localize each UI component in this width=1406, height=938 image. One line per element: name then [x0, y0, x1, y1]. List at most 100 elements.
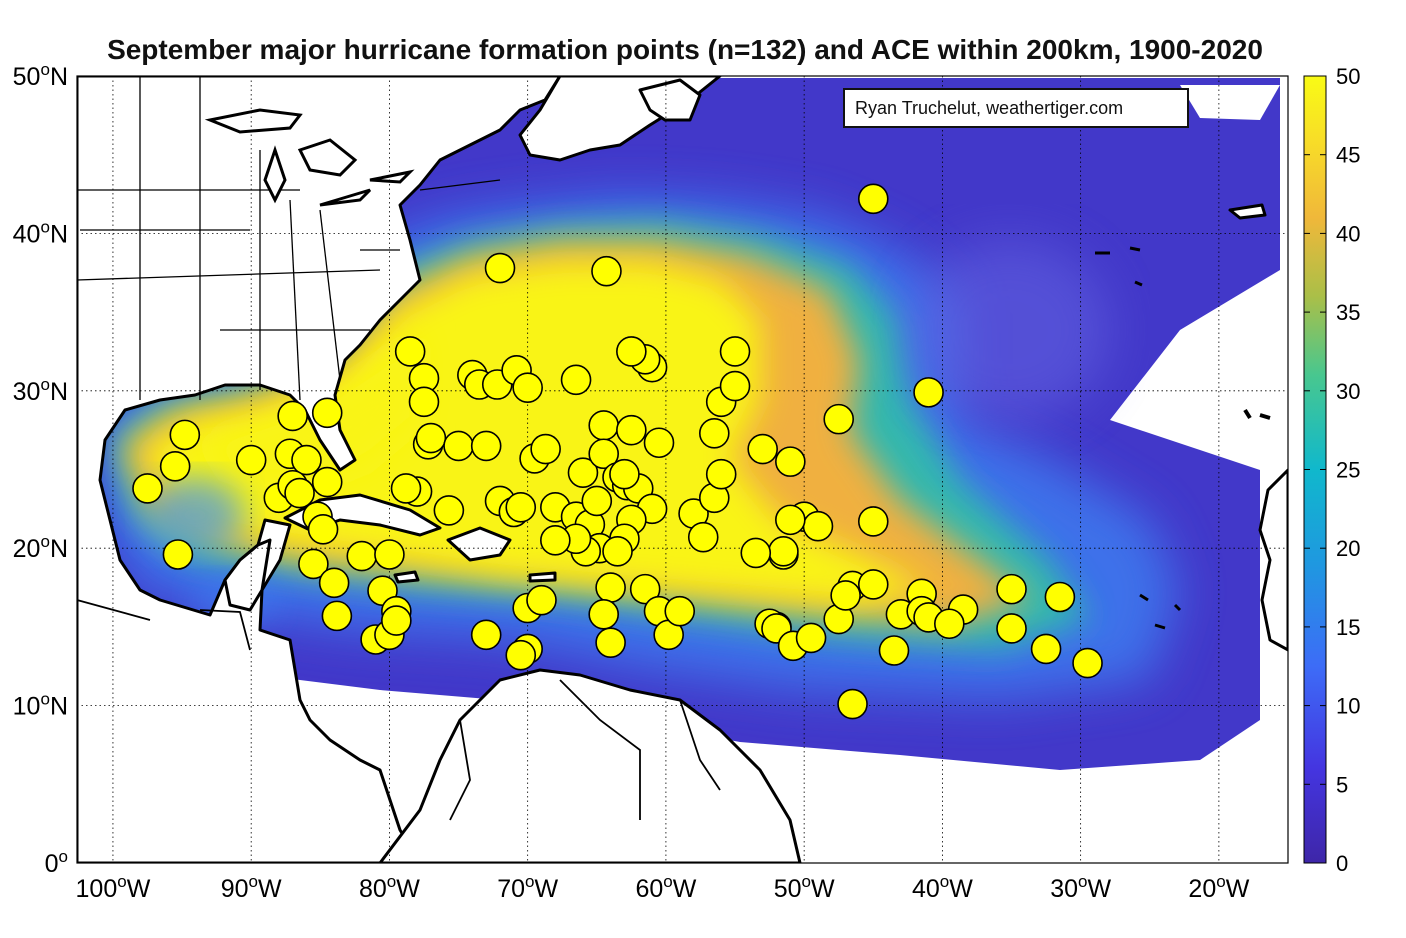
colorbar-tick-label: 20	[1336, 536, 1360, 561]
formation-point	[408, 386, 440, 418]
formation-point	[588, 410, 620, 441]
formation-point	[1030, 633, 1062, 665]
lon-tick-label: 50oW	[774, 872, 835, 903]
formation-point	[526, 584, 557, 616]
formation-point	[505, 639, 537, 671]
formation-point	[629, 573, 661, 605]
formation-point	[311, 397, 343, 429]
formation-point	[235, 444, 267, 476]
formation-point	[298, 548, 329, 580]
lon-tick-label: 100oW	[76, 872, 151, 903]
state-borders	[77, 76, 501, 401]
land-masses	[77, 76, 1288, 863]
formation-point	[698, 417, 730, 449]
lon-tick-label: 60oW	[635, 872, 696, 903]
colorbar-tick-label: 30	[1336, 379, 1360, 404]
formation-point	[775, 504, 806, 536]
formation-point	[857, 506, 889, 537]
formation-point	[530, 433, 561, 465]
formation-point	[162, 539, 194, 570]
formation-point	[719, 336, 751, 367]
formation-point	[823, 403, 855, 435]
formation-point	[443, 430, 474, 462]
formation-point	[857, 183, 889, 215]
formation-point	[169, 419, 201, 451]
colorbar-tick-label: 35	[1336, 300, 1360, 325]
formation-point	[394, 336, 426, 367]
credit-box: Ryan Truchelut, weathertiger.com	[843, 88, 1189, 128]
formation-point	[381, 605, 412, 636]
colorbar-tick-label: 15	[1336, 615, 1360, 640]
formation-point	[470, 619, 502, 651]
formation-point	[687, 521, 719, 553]
lat-tick-label: 0o	[45, 847, 68, 878]
colorbar-tick-label: 5	[1336, 772, 1348, 797]
formation-point	[595, 572, 626, 603]
great-lakes	[204, 108, 415, 207]
formation-point	[291, 444, 322, 476]
formation-point	[591, 255, 622, 287]
formation-point	[775, 446, 806, 477]
lat-tick-label: 20oN	[13, 532, 68, 563]
formation-point	[1044, 581, 1076, 613]
formation-point	[802, 510, 834, 542]
formation-points	[132, 183, 1103, 720]
lat-tick-label: 30oN	[13, 375, 68, 406]
formation-point	[581, 485, 613, 517]
colorbar-tick-label: 25	[1336, 458, 1360, 483]
lat-tick-label: 50oN	[13, 60, 68, 91]
formation-point	[307, 514, 339, 545]
formation-point	[996, 573, 1027, 605]
formation-point	[159, 451, 191, 482]
formation-point	[560, 364, 592, 396]
formation-point	[540, 525, 571, 556]
country-borders	[76, 599, 721, 821]
formation-point	[705, 458, 737, 490]
formation-point	[588, 599, 620, 630]
formation-point	[609, 458, 640, 490]
colorbar-tick-label: 0	[1336, 851, 1348, 876]
formation-point	[830, 580, 861, 611]
formation-point	[740, 537, 772, 569]
lon-tick-label: 70oW	[497, 872, 558, 903]
formation-point	[346, 540, 378, 572]
formation-point	[857, 569, 889, 600]
formation-point	[934, 608, 965, 640]
formation-point	[913, 377, 944, 408]
formation-point	[390, 473, 422, 504]
colorbar-ticks: 0 5 10 15 20 25 30 35 40 45 50	[1304, 64, 1360, 876]
formation-point	[747, 433, 778, 465]
lon-tick-label: 30oW	[1050, 872, 1111, 903]
formation-point	[878, 635, 910, 666]
formation-point	[132, 473, 163, 504]
formation-point	[284, 477, 315, 509]
formation-point	[588, 438, 620, 470]
plot-frame	[76, 75, 1289, 864]
formation-point	[321, 600, 353, 632]
formation-point	[505, 491, 537, 523]
formation-point	[602, 536, 633, 567]
formation-point	[512, 372, 543, 403]
colorbar-tick-label: 50	[1336, 64, 1360, 89]
formation-point	[484, 252, 516, 284]
formation-point	[768, 536, 799, 567]
lat-tick-label: 10oN	[13, 690, 68, 721]
formation-point	[616, 336, 647, 367]
formation-point	[795, 622, 827, 654]
formation-point	[470, 430, 502, 462]
colorbar-tick-label: 10	[1336, 694, 1360, 719]
lon-tick-label: 80oW	[359, 872, 420, 903]
colorbar-tick-label: 40	[1336, 221, 1360, 246]
formation-point	[719, 370, 751, 402]
formation-point	[374, 539, 405, 570]
formation-point	[415, 422, 447, 454]
formation-point	[567, 457, 599, 488]
formation-point	[664, 595, 696, 627]
longitude-labels: 100oW 90oW 80oW 70oW 60oW 50oW 40oW 30oW 20oW	[76, 872, 1250, 903]
formation-point	[318, 567, 350, 599]
formation-point	[1072, 647, 1103, 679]
formation-point	[595, 627, 626, 658]
lon-tick-label: 40oW	[912, 872, 973, 903]
lon-tick-label: 90oW	[221, 872, 282, 903]
formation-point	[996, 613, 1027, 644]
